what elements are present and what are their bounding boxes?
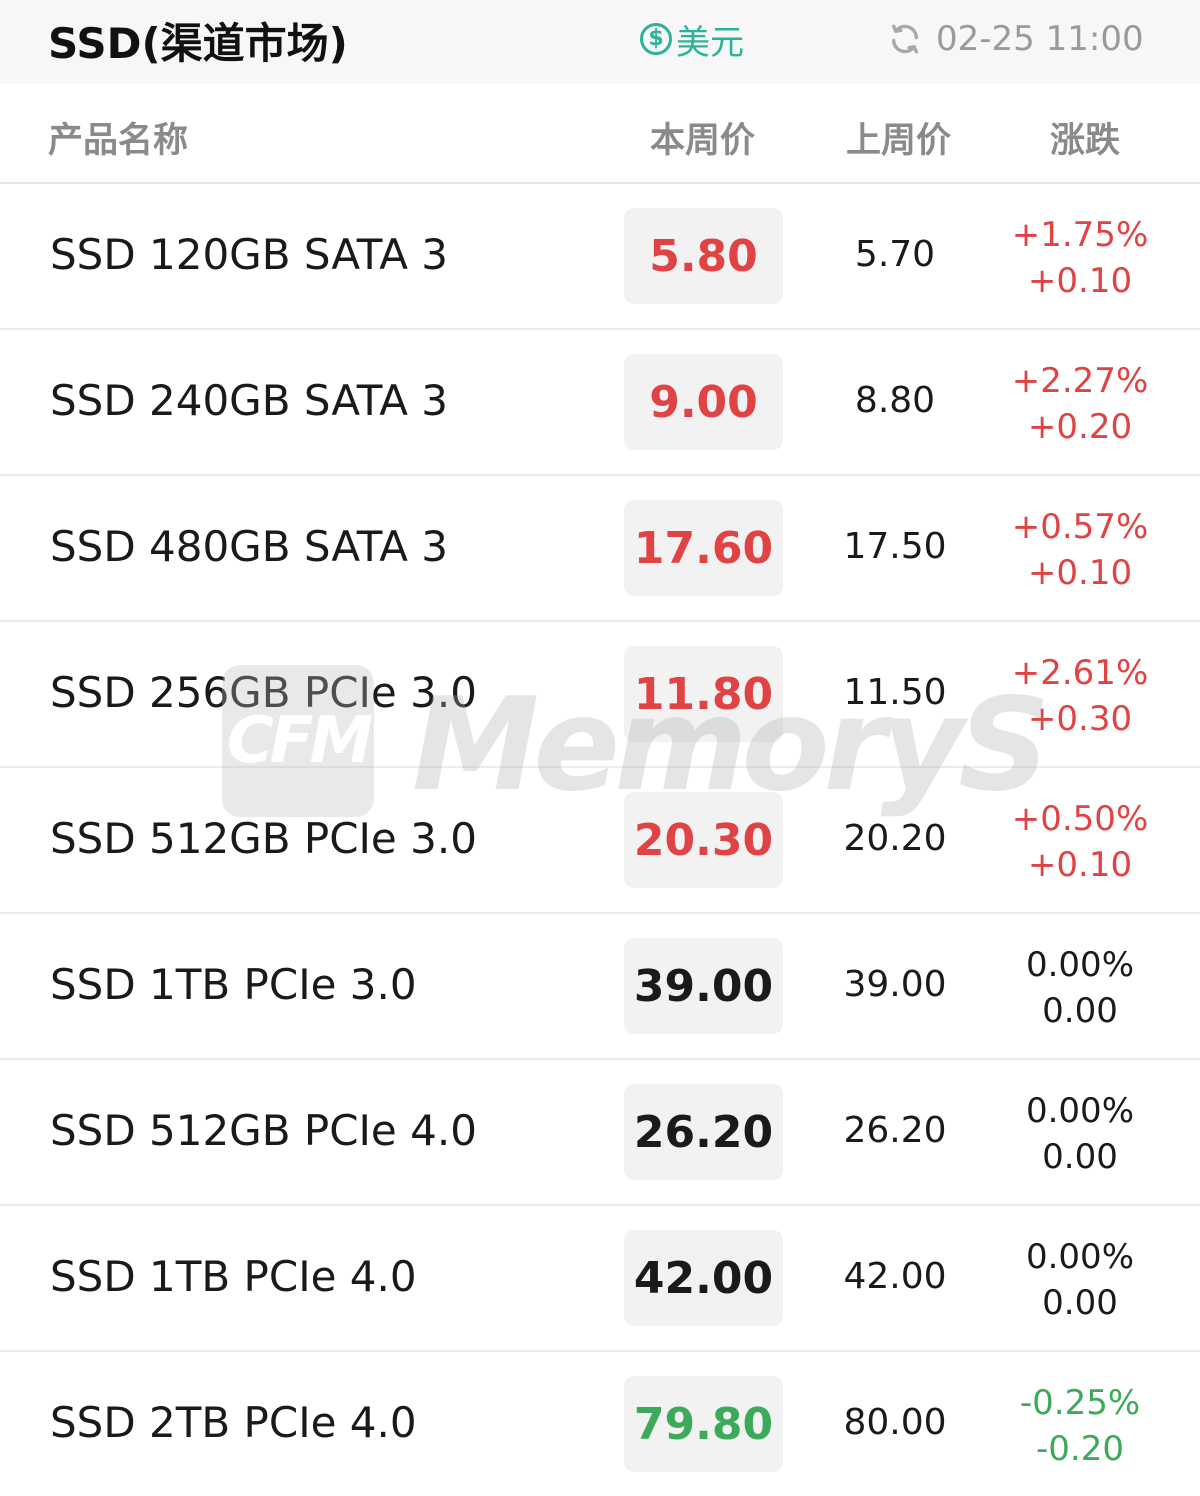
refresh-control[interactable]: 02-25 11:00 — [888, 18, 1144, 60]
column-header-name[interactable]: 产品名称 — [48, 121, 189, 161]
currency-toggle[interactable]: $ 美元 — [640, 18, 744, 63]
last-week-price: 39.00 — [843, 964, 947, 1005]
table-row[interactable]: SSD 1TB PCIe 3.0 39.00 39.00 0.00% 0.00 — [0, 914, 1200, 1060]
price-table: SSD 120GB SATA 3 5.80 5.70 +1.75% +0.10 SSD 2… — [0, 184, 1200, 1496]
top-bar: SSD(渠道市场) $ 美元 02-25 11:00 — [0, 0, 1200, 84]
price-change: 0.00% 0.00 — [990, 1088, 1170, 1180]
table-row[interactable]: SSD 120GB SATA 3 5.80 5.70 +1.75% +0.10 — [0, 184, 1200, 330]
price-change: +0.57% +0.10 — [990, 504, 1170, 596]
product-name: SSD 2TB PCIe 4.0 — [50, 1398, 417, 1447]
update-timestamp: 02-25 11:00 — [936, 19, 1144, 59]
currency-label: 美元 — [676, 22, 744, 63]
page-title: SSD(渠道市场) — [48, 19, 348, 68]
this-week-price: 39.00 — [624, 938, 783, 1034]
this-week-price: 5.80 — [624, 208, 783, 304]
change-amount: +0.10 — [1027, 553, 1133, 593]
change-amount: 0.00 — [1042, 1283, 1118, 1323]
table-header: 产品名称 本周价 上周价 涨跌 — [0, 86, 1200, 184]
price-change: +1.75% +0.10 — [990, 212, 1170, 304]
product-name: SSD 512GB PCIe 3.0 — [50, 814, 477, 863]
change-amount: +0.10 — [1027, 845, 1133, 885]
price-change: +2.61% +0.30 — [990, 650, 1170, 742]
product-name: SSD 120GB SATA 3 — [50, 230, 448, 279]
product-name: SSD 1TB PCIe 4.0 — [50, 1252, 417, 1301]
table-row[interactable]: SSD 240GB SATA 3 9.00 8.80 +2.27% +0.20 — [0, 330, 1200, 476]
table-row[interactable]: SSD 2TB PCIe 4.0 79.80 80.00 -0.25% -0.20 — [0, 1352, 1200, 1496]
change-percent: +2.61% — [1011, 653, 1149, 693]
product-name: SSD 480GB SATA 3 — [50, 522, 448, 571]
refresh-icon[interactable] — [888, 22, 922, 56]
dollar-circle-icon: $ — [640, 23, 672, 55]
this-week-price: 20.30 — [624, 792, 783, 888]
change-percent: +2.27% — [1011, 361, 1149, 401]
last-week-price: 26.20 — [843, 1110, 947, 1151]
last-week-price: 20.20 — [843, 818, 947, 859]
change-percent: +1.75% — [1011, 215, 1149, 255]
product-name: SSD 512GB PCIe 4.0 — [50, 1106, 477, 1155]
change-amount: +0.10 — [1027, 261, 1133, 301]
this-week-price: 9.00 — [624, 354, 783, 450]
last-week-price: 42.00 — [843, 1256, 947, 1297]
column-header-this-week[interactable]: 本周价 — [650, 121, 756, 161]
column-header-change[interactable]: 涨跌 — [1050, 121, 1121, 161]
column-header-last-week[interactable]: 上周价 — [846, 121, 952, 161]
last-week-price: 17.50 — [843, 526, 947, 567]
change-amount: 0.00 — [1042, 1137, 1118, 1177]
this-week-price: 79.80 — [624, 1376, 783, 1472]
this-week-price: 42.00 — [624, 1230, 783, 1326]
change-amount: 0.00 — [1042, 991, 1118, 1031]
price-change: 0.00% 0.00 — [990, 942, 1170, 1034]
price-change: -0.25% -0.20 — [990, 1380, 1170, 1472]
last-week-price: 8.80 — [854, 380, 936, 421]
last-week-price: 5.70 — [854, 234, 936, 275]
change-amount: +0.20 — [1027, 407, 1133, 447]
price-change: +0.50% +0.10 — [990, 796, 1170, 888]
table-row[interactable]: SSD 1TB PCIe 4.0 42.00 42.00 0.00% 0.00 — [0, 1206, 1200, 1352]
change-percent: 0.00% — [1025, 1237, 1134, 1277]
table-row[interactable]: SSD 512GB PCIe 3.0 20.30 20.20 +0.50% +0.10 — [0, 768, 1200, 914]
this-week-price: 26.20 — [624, 1084, 783, 1180]
table-row[interactable]: SSD 256GB PCIe 3.0 11.80 11.50 +2.61% +0.30 — [0, 622, 1200, 768]
last-week-price: 11.50 — [843, 672, 947, 713]
change-percent: 0.00% — [1025, 1091, 1134, 1131]
change-amount: -0.20 — [1036, 1429, 1124, 1469]
change-percent: 0.00% — [1025, 945, 1134, 985]
product-name: SSD 256GB PCIe 3.0 — [50, 668, 477, 717]
change-percent: +0.50% — [1011, 799, 1149, 839]
price-change: 0.00% 0.00 — [990, 1234, 1170, 1326]
table-row[interactable]: SSD 480GB SATA 3 17.60 17.50 +0.57% +0.10 — [0, 476, 1200, 622]
product-name: SSD 1TB PCIe 3.0 — [50, 960, 417, 1009]
price-change: +2.27% +0.20 — [990, 358, 1170, 450]
table-row[interactable]: SSD 512GB PCIe 4.0 26.20 26.20 0.00% 0.00 — [0, 1060, 1200, 1206]
change-amount: +0.30 — [1027, 699, 1133, 739]
change-percent: -0.25% — [1019, 1383, 1141, 1423]
last-week-price: 80.00 — [843, 1402, 947, 1443]
change-percent: +0.57% — [1011, 507, 1149, 547]
product-name: SSD 240GB SATA 3 — [50, 376, 448, 425]
this-week-price: 11.80 — [624, 646, 783, 742]
this-week-price: 17.60 — [624, 500, 783, 596]
